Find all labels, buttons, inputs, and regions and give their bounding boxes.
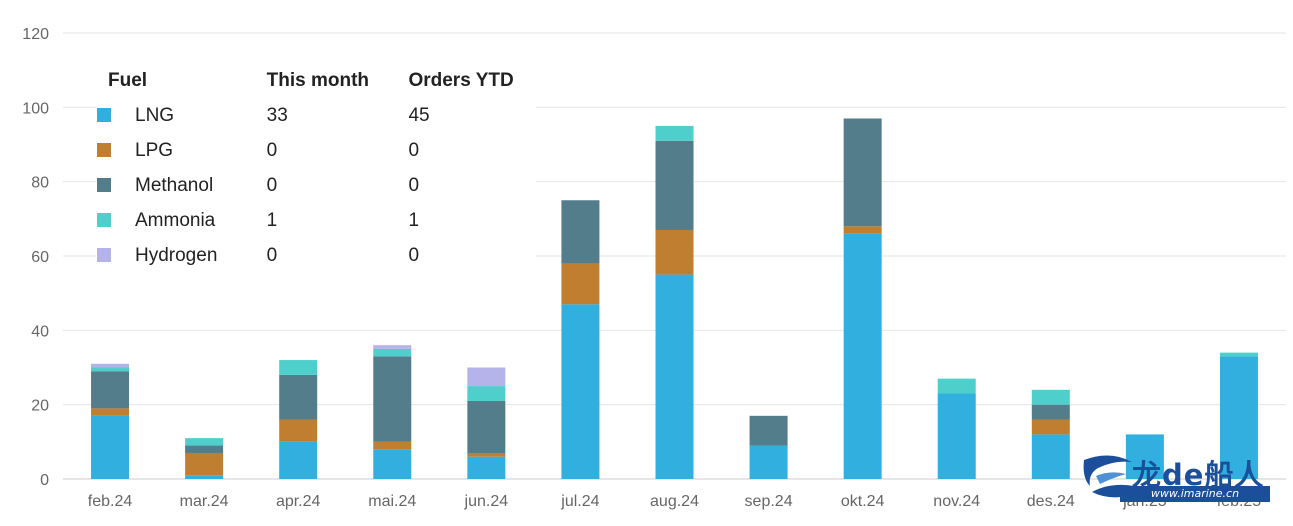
- y-tick-label-60: 60: [31, 249, 49, 266]
- bar-lng-jan.25: [1125, 434, 1164, 479]
- bar-ammonia-aug.24: [655, 125, 694, 141]
- legend-row-methanol: Methanol 0 0: [96, 168, 536, 203]
- legend-ytd-ammonia: 1: [408, 209, 420, 231]
- bar-lpg-mar.24: [185, 452, 224, 476]
- legend-header-this-month: This month: [266, 70, 370, 91]
- legend-row-hydrogen: Hydrogen 0 0: [96, 238, 536, 273]
- bar-methanol-aug.24: [655, 140, 694, 230]
- y-tick-label-80: 80: [31, 175, 49, 192]
- bar-lng-feb.25: [1219, 356, 1258, 479]
- bar-lng-mai.24: [373, 449, 412, 479]
- bar-methanol-des.24: [1031, 404, 1070, 420]
- legend-fuel-lpg: LPG: [135, 139, 174, 161]
- legend-ytd-hydrogen: 0: [408, 244, 420, 266]
- bar-methanol-feb.24: [91, 371, 130, 409]
- legend-fuel-hydrogen: Hydrogen: [135, 244, 218, 266]
- watermark: 龙de船人 www.imarine.cn: [1080, 452, 1270, 504]
- legend-ytd-lpg: 0: [408, 139, 420, 161]
- bar-ammonia-des.24: [1031, 389, 1070, 405]
- x-tick-label-jun.24: jun.24: [464, 493, 509, 510]
- bar-lng-aug.24: [655, 274, 694, 479]
- x-tick-label-aug.24: aug.24: [650, 493, 699, 510]
- bar-methanol-sep.24: [749, 415, 788, 446]
- x-tick-label-feb.24: feb.24: [88, 493, 133, 510]
- legend-swatch-ammonia: [97, 212, 111, 227]
- legend-fuel-methanol: Methanol: [135, 174, 214, 196]
- bar-lpg-jun.24: [467, 452, 506, 457]
- legend-row-lng: LNG 33 45: [96, 98, 536, 133]
- bar-ammonia-jun.24: [467, 386, 506, 401]
- legend-this-month-lpg: 0: [266, 139, 278, 161]
- y-tick-label-20: 20: [31, 398, 49, 415]
- bar-methanol-jun.24: [467, 400, 506, 453]
- bar-lpg-des.24: [1031, 419, 1070, 435]
- bar-hydrogen-feb.24: [91, 363, 130, 368]
- legend-row-ammonia: Ammonia 1 1: [96, 203, 536, 238]
- legend-swatch-methanol: [97, 177, 111, 192]
- bar-lng-jun.24: [467, 456, 506, 479]
- legend-header-fuel: Fuel: [108, 70, 148, 91]
- y-tick-label-0: 0: [40, 472, 49, 489]
- legend-swatch-hydrogen: [97, 247, 111, 262]
- bar-lng-sep.24: [749, 445, 788, 479]
- bar-ammonia-nov.24: [937, 378, 976, 394]
- bar-lpg-feb.24: [91, 408, 130, 416]
- legend-fuel-ammonia: Ammonia: [135, 209, 216, 231]
- bar-lng-nov.24: [937, 393, 976, 479]
- watermark-url: www.imarine.cn: [1120, 486, 1270, 502]
- x-tick-label-mar.24: mar.24: [180, 493, 229, 510]
- legend-swatch-lng: [97, 107, 111, 122]
- legend-header-orders-ytd: Orders YTD: [408, 70, 514, 91]
- legend-ytd-lng: 45: [408, 104, 430, 126]
- bar-lpg-okt.24: [843, 226, 882, 234]
- y-axis-ticks: 0 20 40 60 80 100 120: [22, 26, 49, 489]
- y-tick-label-40: 40: [31, 323, 49, 340]
- x-tick-label-jul.24: jul.24: [560, 493, 599, 510]
- bar-lng-jul.24: [561, 304, 600, 479]
- bar-lng-okt.24: [843, 233, 882, 479]
- bar-ammonia-apr.24: [279, 360, 318, 375]
- x-tick-label-mai.24: mai.24: [368, 493, 416, 510]
- bar-methanol-apr.24: [279, 374, 318, 420]
- bar-methanol-jul.24: [561, 200, 600, 264]
- y-tick-label-100: 100: [22, 100, 49, 117]
- bar-lpg-aug.24: [655, 229, 694, 275]
- legend-this-month-hydrogen: 0: [266, 244, 278, 266]
- legend-this-month-methanol: 0: [266, 174, 278, 196]
- bar-methanol-okt.24: [843, 118, 882, 227]
- bar-lng-mar.24: [185, 475, 224, 479]
- x-tick-label-apr.24: apr.24: [276, 493, 321, 510]
- bar-ammonia-feb.25: [1219, 352, 1258, 357]
- bar-lpg-jul.24: [561, 263, 600, 305]
- bar-lpg-mai.24: [373, 441, 412, 450]
- bar-lng-apr.24: [279, 441, 318, 479]
- x-tick-label-des.24: des.24: [1027, 493, 1075, 510]
- x-tick-label-okt.24: okt.24: [841, 493, 885, 510]
- y-tick-label-120: 120: [22, 26, 49, 43]
- bar-lng-des.24: [1031, 434, 1070, 479]
- legend-swatch-lpg: [97, 142, 111, 157]
- x-tick-label-nov.24: nov.24: [933, 493, 980, 510]
- bar-lng-feb.24: [91, 415, 130, 479]
- bar-ammonia-mar.24: [185, 438, 224, 446]
- x-tick-label-sep.24: sep.24: [745, 493, 793, 510]
- legend-this-month-ammonia: 1: [266, 209, 278, 231]
- bars: [91, 118, 1258, 479]
- legend-fuel-lng: LNG: [135, 104, 175, 126]
- bar-ammonia-feb.24: [91, 367, 130, 372]
- bar-methanol-mar.24: [185, 445, 224, 453]
- bar-lpg-apr.24: [279, 419, 318, 442]
- bar-hydrogen-mai.24: [373, 345, 412, 349]
- bar-hydrogen-jun.24: [467, 367, 506, 387]
- legend-this-month-lng: 33: [266, 104, 288, 126]
- legend-table: Fuel This month Orders YTD LNG 33 45 LPG…: [96, 64, 536, 284]
- legend-ytd-methanol: 0: [408, 174, 420, 196]
- bar-ammonia-mai.24: [373, 348, 412, 357]
- legend-row-lpg: LPG 0 0: [96, 133, 536, 168]
- bar-methanol-mai.24: [373, 356, 412, 442]
